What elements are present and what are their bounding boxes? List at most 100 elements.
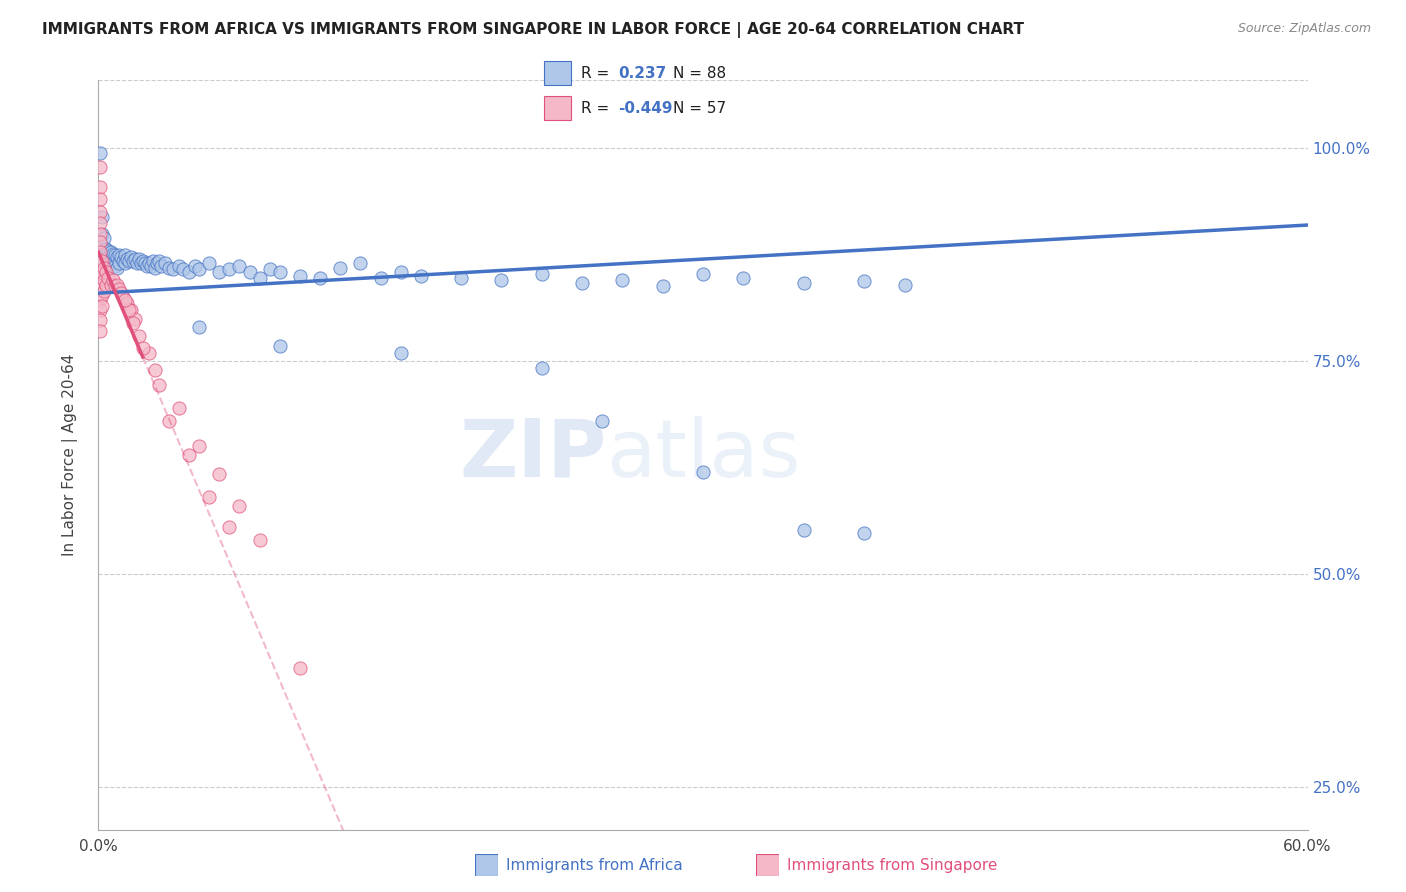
Point <box>239 265 262 279</box>
Point <box>103 279 125 293</box>
Point <box>89 160 111 174</box>
Point <box>149 259 172 273</box>
Point <box>269 339 291 353</box>
Point <box>157 260 180 275</box>
Text: Immigrants from Singapore: Immigrants from Singapore <box>787 858 998 872</box>
Point <box>121 316 143 330</box>
Point <box>105 251 128 265</box>
Point <box>89 145 111 160</box>
Text: IMMIGRANTS FROM AFRICA VS IMMIGRANTS FROM SINGAPORE IN LABOR FORCE | AGE 20-64 C: IMMIGRANTS FROM AFRICA VS IMMIGRANTS FRO… <box>42 22 1024 38</box>
Point <box>107 248 129 262</box>
Point <box>89 313 111 327</box>
Point <box>450 270 472 285</box>
Point <box>91 253 114 268</box>
Text: Source: ZipAtlas.com: Source: ZipAtlas.com <box>1237 22 1371 36</box>
Text: R =: R = <box>581 101 609 116</box>
Text: N = 88: N = 88 <box>673 66 727 81</box>
Point <box>135 259 157 273</box>
Point <box>89 256 111 270</box>
Point <box>389 345 412 359</box>
Point <box>96 242 118 256</box>
Point <box>188 262 211 277</box>
Point <box>91 288 114 302</box>
Point <box>179 448 201 462</box>
Point <box>91 210 114 224</box>
Point <box>89 193 111 207</box>
Point <box>409 269 432 284</box>
Point <box>530 268 553 282</box>
Point <box>96 252 118 266</box>
Point <box>134 256 156 270</box>
Point <box>349 256 371 270</box>
Point <box>389 265 412 279</box>
Point <box>91 252 114 266</box>
Point <box>139 259 162 273</box>
Point <box>93 245 115 260</box>
Point <box>853 274 876 288</box>
Point <box>153 256 176 270</box>
Point <box>89 227 111 241</box>
Point <box>370 270 392 285</box>
Point <box>97 270 120 285</box>
Point <box>120 303 142 318</box>
Point <box>96 277 118 292</box>
Text: R =: R = <box>581 66 609 81</box>
Point <box>96 262 118 277</box>
Point <box>89 245 111 260</box>
Point <box>91 277 114 292</box>
Y-axis label: In Labor Force | Age 20-64: In Labor Force | Age 20-64 <box>62 354 77 556</box>
Point <box>143 260 166 275</box>
Point <box>107 256 129 270</box>
Point <box>172 262 194 277</box>
Text: ZIP: ZIP <box>458 416 606 494</box>
Point <box>124 311 146 326</box>
Point <box>329 260 352 275</box>
Point <box>100 245 122 260</box>
Point <box>91 265 114 279</box>
Point <box>89 265 111 279</box>
Point <box>101 256 124 270</box>
Point <box>89 282 111 296</box>
Point <box>101 247 124 261</box>
Point <box>124 252 146 266</box>
Point <box>143 363 166 377</box>
Point <box>692 465 714 479</box>
Point <box>100 253 122 268</box>
Point <box>89 205 111 219</box>
Point <box>218 520 240 534</box>
Text: atlas: atlas <box>606 416 800 494</box>
Point <box>111 290 134 304</box>
Point <box>491 273 513 287</box>
Point <box>97 251 120 265</box>
Point <box>198 491 221 505</box>
Point <box>138 256 160 270</box>
Point <box>571 276 593 290</box>
Point <box>132 253 155 268</box>
Point <box>93 273 115 287</box>
Point <box>89 325 111 339</box>
Point <box>162 262 184 277</box>
Point <box>114 293 136 307</box>
Point <box>105 277 128 292</box>
Point <box>105 260 128 275</box>
Point <box>269 265 291 279</box>
Point <box>107 282 129 296</box>
Point <box>129 256 152 270</box>
Point <box>309 270 332 285</box>
Point <box>167 401 190 416</box>
Point <box>128 328 150 343</box>
Point <box>612 273 634 287</box>
Point <box>793 276 815 290</box>
Point <box>591 414 613 428</box>
Point <box>146 256 169 270</box>
Text: -0.449: -0.449 <box>617 101 672 116</box>
Point <box>103 259 125 273</box>
Point <box>288 661 311 675</box>
Point <box>118 303 141 318</box>
Point <box>692 268 714 282</box>
Point <box>208 467 231 481</box>
Point <box>138 345 160 359</box>
Text: Immigrants from Africa: Immigrants from Africa <box>506 858 683 872</box>
Point <box>111 253 134 268</box>
Point <box>733 270 755 285</box>
